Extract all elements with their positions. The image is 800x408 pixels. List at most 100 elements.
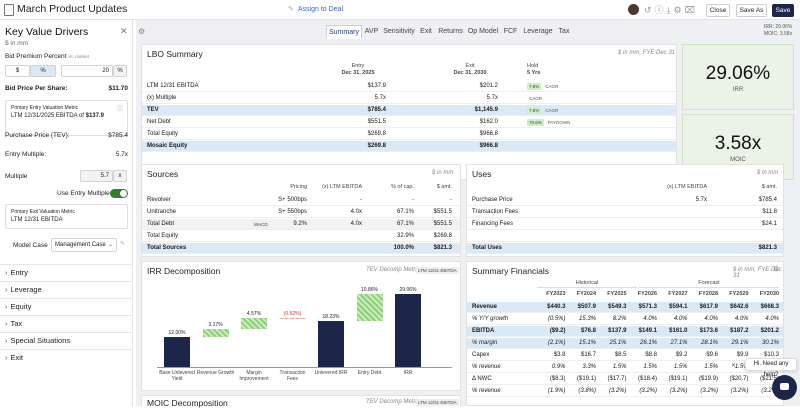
tab-leverage[interactable]: Leverage xyxy=(523,28,553,35)
save-as-button[interactable]: Save As xyxy=(736,4,767,17)
exit-valuation-card[interactable]: Primary Exit Valuation Metric LTM 12/31 … xyxy=(5,204,128,229)
cell-value: (0.5%) xyxy=(547,316,566,322)
bid-percent-toggle[interactable]: % xyxy=(30,65,56,77)
entry-metric-line: LTM 12/31/2025 EBITDA of $137.9 xyxy=(11,113,104,119)
irr-x-label: Revenue Growth xyxy=(196,370,235,376)
cell-value: $137.9 xyxy=(608,328,627,334)
amount-value: $269.8 xyxy=(433,233,452,239)
historical-header: Historical xyxy=(537,280,637,288)
section-tax[interactable]: Tax xyxy=(0,315,133,332)
table-row: LTM 12/31 EBITDA $137.9 $201.2 7.8% CAGR xyxy=(142,81,676,92)
tab-returns[interactable]: Returns xyxy=(438,28,463,35)
col-hold: Hold 5 Yrs xyxy=(527,63,541,76)
amount-value: $11.8 xyxy=(762,209,777,215)
info-icon[interactable]: ⓘ xyxy=(116,107,123,113)
cell-value: 4.0% xyxy=(704,316,718,322)
cell-value: $617.9 xyxy=(699,304,718,310)
cell-value: ($8.3) xyxy=(549,376,566,382)
pct-value: - xyxy=(412,197,414,203)
chat-bubble[interactable]: Hi. Need any help? xyxy=(745,358,797,378)
cell-value: 4.0% xyxy=(643,316,657,322)
row-label: Transaction Fees xyxy=(472,209,519,215)
summary-financials-panel: Summary Financials $ in mm, FYE Dec 31 ⚙… xyxy=(466,261,784,406)
tab-op-model[interactable]: Op Model xyxy=(467,28,499,35)
row-label: EBITDA xyxy=(472,328,495,334)
assign-to-deal-link[interactable]: Assign to Deal xyxy=(288,5,343,13)
tab-exit[interactable]: Exit xyxy=(420,28,432,35)
cell-value: $8.8 xyxy=(645,352,657,358)
irr-decomp-metric-value[interactable]: LTM 12/31 EBITDA xyxy=(416,267,459,274)
history-icon[interactable]: ↺ xyxy=(644,5,655,15)
irr-bar xyxy=(318,321,344,367)
growth-value: 7.8% xyxy=(527,107,542,114)
edit-icon[interactable]: ✎ xyxy=(120,241,126,247)
year-header: FY2028 xyxy=(698,291,718,297)
bid-price-value: $11.70 xyxy=(108,85,128,92)
toolbar-icons[interactable]: ↺ⓘ⤓⚙⌧ xyxy=(644,3,698,16)
section-leverage[interactable]: Leverage xyxy=(0,281,133,298)
cell-value: ($21.5) xyxy=(751,374,782,385)
bid-dollar-toggle[interactable]: $ xyxy=(5,65,30,77)
exit-value: 5.7x xyxy=(486,95,498,101)
save-button[interactable]: Save xyxy=(772,4,794,17)
irr-x-label: Base Unlevered Yield xyxy=(159,370,195,382)
tab-avp[interactable]: AVP xyxy=(364,28,379,35)
page-title[interactable]: March Product Updates xyxy=(17,3,128,15)
amount-value: $24.1 xyxy=(761,221,777,227)
col-pct-cap: % of cap. xyxy=(391,184,414,190)
trash-icon[interactable]: ⌧ xyxy=(684,5,698,15)
multiple-input[interactable]: 5.7 xyxy=(80,170,113,182)
irr-x-label: Margin Improvement xyxy=(239,370,269,382)
tab-fcf[interactable]: FCF xyxy=(503,28,518,35)
moic-decomp-metric-value[interactable]: LTM 12/31 EBITDA xyxy=(416,399,459,406)
entry-value: $785.4 xyxy=(367,107,386,113)
close-icon[interactable]: ✕ xyxy=(120,26,128,36)
cell-value: $8.5 xyxy=(614,352,627,358)
avatar[interactable] xyxy=(628,4,639,15)
chat-button[interactable] xyxy=(772,375,797,400)
tab-sensitivity[interactable]: Sensitivity xyxy=(383,28,415,35)
col-ltm-ebitda: (x) LTM EBITDA xyxy=(667,184,707,190)
irr-bar xyxy=(279,317,306,319)
settings-icon[interactable]: ⚙ xyxy=(773,266,780,273)
lbo-summary-note: $ in mm, FYE Dec 31 xyxy=(618,50,676,56)
irr-decomposition-chart: 12.00% Base Unlevered Yield 3.17% Revenue G… xyxy=(142,262,462,392)
entry-valuation-card[interactable]: Primary Entry Valuation Metric ⓘ LTM 12/… xyxy=(5,100,128,136)
bid-premium-unit: % xyxy=(113,65,127,77)
cell-value: 27.1% xyxy=(670,340,688,346)
cell-value: $10.3 xyxy=(763,352,779,358)
model-case-select[interactable]: Management Case ⌄ xyxy=(51,238,117,252)
section-entry[interactable]: Entry xyxy=(0,264,133,281)
section-exit[interactable]: Exit xyxy=(0,349,133,366)
table-row: Total Debt WACD 9.2% 4.0x 67.1% $551.5 xyxy=(142,219,460,230)
entry-multiple-label: Entry Multiple: xyxy=(5,151,47,158)
cell-value: 26.1% xyxy=(639,340,657,346)
cell-value: (3.2%) xyxy=(608,388,627,394)
multiple-value: 5.7x xyxy=(695,197,707,203)
tab-tax[interactable]: Tax xyxy=(558,28,570,35)
amount-value: $785.4 xyxy=(758,197,777,203)
close-icon[interactable]: ✕ xyxy=(731,363,737,369)
cell-value: $571.3 xyxy=(638,304,657,310)
section-equity[interactable]: Equity xyxy=(0,298,133,315)
cell-value: $9.2 xyxy=(675,352,688,358)
settings-icon[interactable]: ⚙ xyxy=(138,27,146,36)
irr-x-label: Entry Debt xyxy=(357,370,382,376)
download-icon[interactable]: ⤓ xyxy=(666,5,674,15)
table-row: Revolver S+ 500bps - - - xyxy=(142,195,460,206)
close-button[interactable]: Close xyxy=(706,4,730,17)
settings-icon[interactable]: ⚙ xyxy=(673,5,685,15)
year-header: FY2029 xyxy=(729,291,749,297)
section-special-situations[interactable]: Special Situations xyxy=(0,332,133,349)
tab-summary[interactable]: Summary xyxy=(326,25,362,39)
cell-value: (3.2%) xyxy=(730,388,749,394)
irr-decomp-metric-label: TEV Decomp Metric: xyxy=(366,267,422,273)
bid-premium-input[interactable]: 20 xyxy=(61,65,113,77)
use-entry-multiple-toggle[interactable] xyxy=(110,189,128,198)
info-icon[interactable]: ⓘ xyxy=(654,5,667,15)
row-label: LTM 12/31 EBITDA xyxy=(147,83,199,89)
cell-value: $668.3 xyxy=(760,304,779,310)
irr-kpi: 29.06% IRR xyxy=(682,44,794,110)
row-label: % revenue xyxy=(472,388,501,394)
cell-value: $149.1 xyxy=(638,328,657,334)
